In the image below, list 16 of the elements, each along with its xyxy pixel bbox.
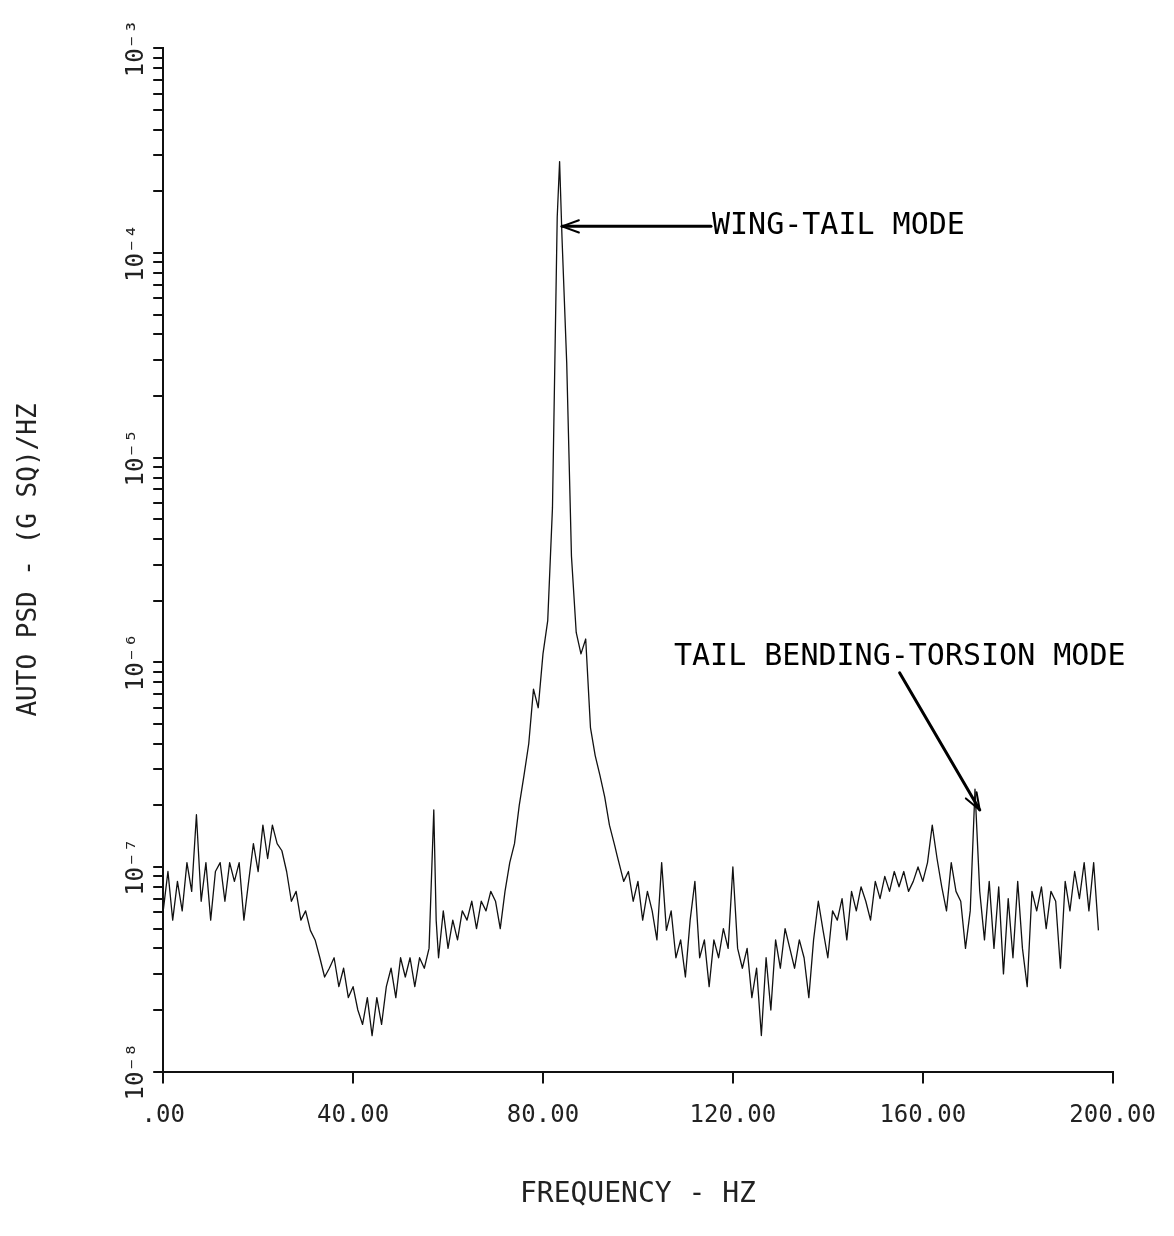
y-tick-label: 10⁻⁵ [121,428,150,487]
y-tick-label: 10⁻⁴ [121,224,150,282]
x-tick-label: .00 [141,1100,185,1129]
y-tick-label: 10⁻⁸ [121,1042,150,1101]
annotation: TAIL BENDING-TORSION MODE [673,636,1126,672]
x-tick-label: 160.00 [879,1100,967,1129]
y-tick-label: 10⁻⁷ [121,838,150,896]
x-tick-label: 120.00 [689,1100,777,1129]
y-tick-label: 10⁻³ [121,19,150,78]
x-tick-label: 40.00 [316,1100,390,1129]
x-tick-label: 80.00 [506,1100,580,1129]
y-axis-title: AUTO PSD - (G SQ)/HZ [12,403,43,717]
y-tick-label: 10⁻⁶ [121,633,150,692]
annotation: WING-TAIL MODE [711,206,965,242]
x-tick-label: 200.00 [1069,1100,1156,1129]
x-axis-title: FREQUENCY - HZ [519,1176,756,1210]
